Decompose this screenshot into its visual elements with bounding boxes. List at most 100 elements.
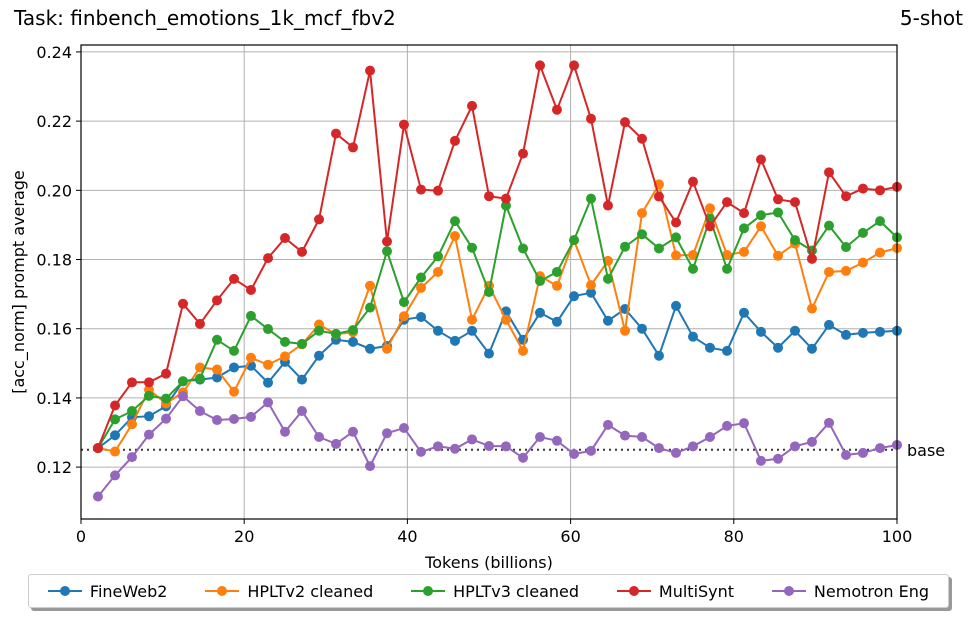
series-nemotron-eng [92, 391, 902, 502]
data-point [569, 448, 580, 459]
y-tick-label: 0.18 [36, 251, 72, 270]
legend-item: Nemotron Eng [771, 581, 930, 601]
data-point [314, 432, 325, 443]
data-point [551, 316, 562, 327]
data-point [739, 307, 749, 318]
data-point [331, 128, 341, 139]
legend-marker-icon [771, 585, 806, 597]
data-point [229, 362, 239, 373]
data-point [263, 377, 274, 388]
x-tick-label: 80 [724, 527, 744, 546]
y-tick-label: 0.12 [36, 458, 72, 477]
data-point [671, 300, 682, 311]
legend-marker-icon [616, 585, 651, 597]
legend-label: Nemotron Eng [813, 581, 930, 601]
data-point [433, 251, 443, 262]
data-point [569, 291, 580, 302]
data-point [347, 336, 358, 347]
data-point [755, 210, 766, 221]
data-point [806, 253, 817, 264]
baseline-label: base [907, 441, 945, 460]
data-point [178, 376, 188, 387]
data-point [500, 441, 511, 452]
data-point [382, 246, 392, 257]
data-point [500, 314, 511, 325]
data-point [398, 311, 409, 322]
x-tick-label: 20 [234, 527, 254, 546]
x-axis-label: Tokens (billions) [424, 553, 553, 572]
data-point [449, 230, 460, 241]
data-point [790, 441, 800, 452]
data-point [449, 135, 460, 146]
data-point [229, 273, 239, 284]
legend-label: HPLTv2 cleaned [247, 581, 374, 601]
data-point [637, 133, 647, 144]
data-point [806, 303, 817, 314]
data-point [484, 287, 494, 298]
legend: FineWeb2 HPLTv2 cleaned HPLTv3 cleaned Mult… [28, 574, 949, 608]
data-point [484, 348, 494, 359]
x-tick-label: 100 [882, 527, 913, 546]
data-point [688, 250, 698, 261]
data-point [602, 200, 613, 211]
data-point [143, 411, 154, 422]
data-point [841, 449, 851, 460]
data-point [194, 406, 205, 417]
data-point [790, 325, 800, 336]
data-point [467, 314, 478, 325]
y-tick-label: 0.24 [36, 43, 72, 62]
legend-label: MultiSynt [658, 581, 735, 601]
data-point [551, 280, 562, 291]
series-multisynt [92, 60, 902, 454]
legend-marker-icon [47, 585, 82, 597]
data-point [127, 452, 137, 463]
data-point [620, 430, 631, 441]
data-point [688, 331, 698, 342]
data-point [365, 343, 376, 354]
data-point [433, 325, 443, 336]
data-point [602, 315, 613, 326]
data-point [500, 200, 511, 211]
data-point [841, 265, 851, 276]
data-point [875, 216, 886, 227]
shot-label: 5-shot [899, 6, 963, 30]
data-point [467, 325, 478, 336]
data-point [586, 287, 596, 298]
legend-label: FineWeb2 [89, 581, 168, 601]
data-point [722, 420, 733, 431]
data-point [773, 342, 784, 353]
data-point [347, 325, 358, 336]
data-point [212, 334, 223, 345]
data-point [263, 324, 274, 335]
data-point [620, 241, 631, 252]
data-point [212, 364, 223, 375]
data-point [841, 329, 851, 340]
data-point [365, 65, 376, 76]
data-point [331, 328, 341, 339]
data-point [518, 345, 529, 356]
data-point [739, 208, 749, 219]
data-point [653, 191, 664, 202]
data-point [535, 60, 545, 71]
data-point [416, 311, 427, 322]
data-point [551, 104, 562, 115]
data-point [602, 273, 613, 284]
data-point [314, 350, 325, 361]
data-point [722, 197, 733, 208]
y-tick-label: 0.22 [36, 112, 72, 131]
data-point [551, 435, 562, 446]
data-point [875, 247, 886, 258]
data-point [433, 441, 443, 452]
data-point [127, 377, 137, 388]
data-point [688, 176, 698, 187]
data-point [722, 263, 733, 274]
data-point [280, 351, 290, 362]
data-point [806, 436, 817, 447]
data-point [535, 432, 545, 443]
data-point [416, 446, 427, 457]
data-point [449, 216, 460, 227]
data-point [739, 223, 749, 234]
data-point [92, 491, 103, 502]
data-point [484, 440, 494, 451]
data-point [467, 434, 478, 445]
